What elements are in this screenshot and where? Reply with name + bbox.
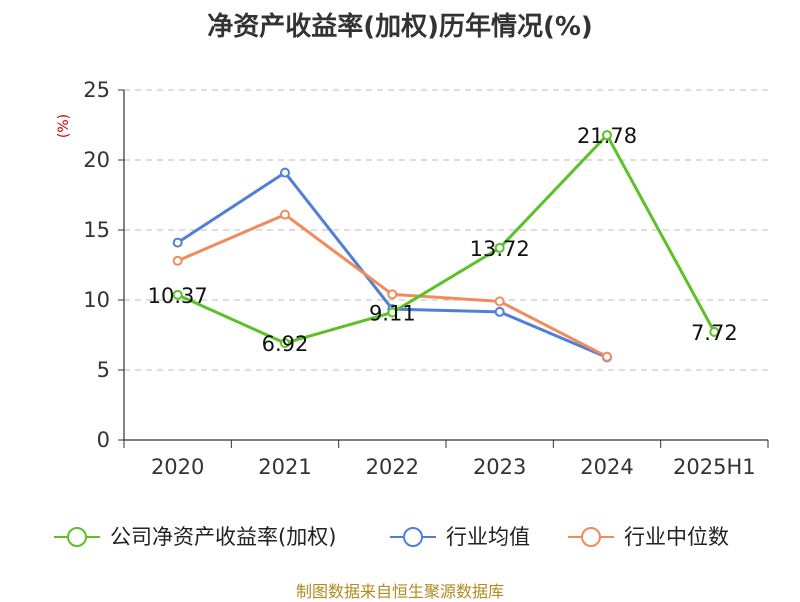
x-tick-label: 2022 xyxy=(366,455,419,479)
series-line-1 xyxy=(176,171,608,359)
y-tick-label: 10 xyxy=(83,288,110,312)
data-point xyxy=(172,255,183,266)
legend-label: 公司净资产收益率(加权) xyxy=(110,525,336,549)
y-tick-label: 25 xyxy=(83,78,110,102)
y-tick-label: 15 xyxy=(83,218,110,242)
data-point xyxy=(602,130,612,141)
data-point xyxy=(494,242,505,253)
data-label: 13.72 xyxy=(470,237,530,261)
data-label: 6.92 xyxy=(262,332,309,356)
x-tick-label: 2025H1 xyxy=(673,455,756,479)
grid-layer xyxy=(124,89,768,371)
data-point xyxy=(709,326,720,337)
series-line-0 xyxy=(177,133,716,345)
legend-marker xyxy=(581,527,601,547)
legend-marker xyxy=(67,527,87,547)
data-label-layer: 10.37 6.92 9.11 13.72 21.78 7.72 xyxy=(148,124,738,356)
data-label: 21.78 xyxy=(577,124,637,148)
legend-marker xyxy=(403,527,423,547)
y-axis-label: (%) xyxy=(56,114,72,138)
y-tick-label: 0 xyxy=(97,428,110,452)
data-point xyxy=(387,289,398,300)
series-layer xyxy=(172,130,720,363)
data-point xyxy=(280,209,290,220)
data-label: 7.72 xyxy=(691,321,738,345)
data-point xyxy=(387,307,398,318)
x-tick-label: 2024 xyxy=(580,455,633,479)
data-point xyxy=(280,167,290,178)
x-tick-label: 2023 xyxy=(473,455,526,479)
data-label: 9.11 xyxy=(369,301,416,325)
legend-label: 行业中位数 xyxy=(624,525,729,549)
x-tick-label: 2020 xyxy=(151,455,204,479)
axis-layer: 0 5 10 15 20 25 2020 2021 2022 2023 2024 2025H1 (%) xyxy=(56,78,769,479)
legend-label: 行业均值 xyxy=(446,525,530,549)
data-point xyxy=(172,237,183,248)
chart-title: 净资产收益率(加权)历年情况(%) xyxy=(207,12,593,42)
legend: 公司净资产收益率(加权) 行业均值 行业中位数 xyxy=(54,525,729,549)
y-tick-label: 20 xyxy=(83,148,110,172)
data-point xyxy=(172,289,183,300)
data-point xyxy=(280,338,290,349)
x-tick-label: 2021 xyxy=(258,455,311,479)
data-point xyxy=(494,306,505,317)
source-note: 制图数据来自恒生聚源数据库 xyxy=(295,582,504,601)
y-tick-label: 5 xyxy=(97,358,110,382)
data-point xyxy=(602,351,612,362)
series-line-2 xyxy=(177,213,608,359)
data-point xyxy=(494,296,505,307)
data-label: 10.37 xyxy=(148,284,208,308)
